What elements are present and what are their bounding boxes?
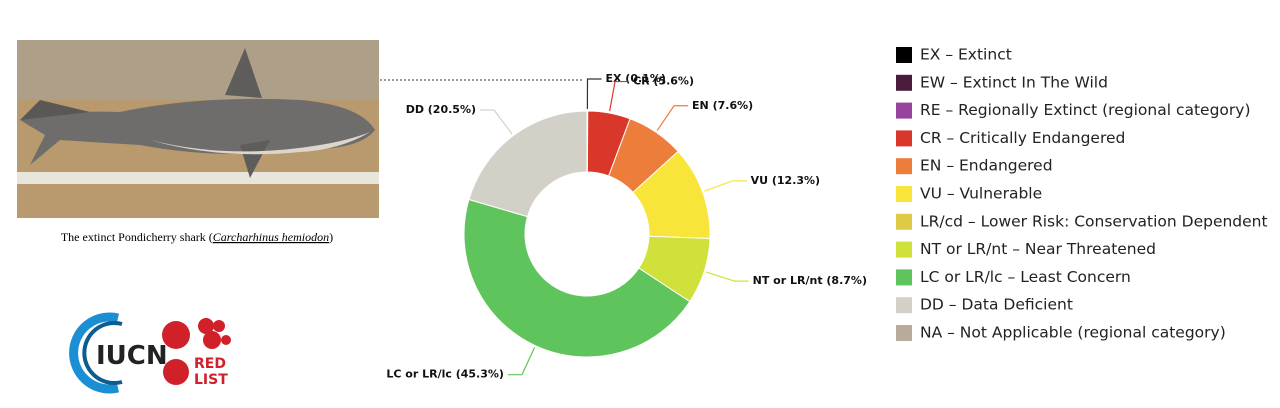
- red-text: RED: [194, 356, 226, 372]
- legend-label: VU – Vulnerable: [920, 185, 1042, 203]
- list-text: LIST: [194, 372, 228, 388]
- legend-label: LR/cd – Lower Risk: Conservation Depende…: [920, 212, 1268, 230]
- caption-end: ): [329, 230, 333, 244]
- slice-label: VU (12.3%): [751, 174, 821, 187]
- legend-swatch: [896, 186, 912, 202]
- leader-line: [609, 80, 630, 112]
- legend-swatch: [896, 269, 912, 286]
- leader-line: [705, 271, 749, 282]
- legend-swatch: [896, 241, 912, 258]
- shark-photo: [17, 40, 379, 218]
- slice: [463, 198, 691, 358]
- legend-label: EN – Endangered: [920, 157, 1053, 175]
- legend-label: EW – Extinct In The Wild: [920, 73, 1108, 91]
- legend-label: NA – Not Applicable (regional category): [920, 324, 1226, 342]
- legend-swatch: [896, 130, 912, 147]
- legend-swatch: [896, 325, 912, 341]
- slice-label: CR (5.6%): [633, 75, 694, 88]
- legend-swatch: [896, 102, 912, 119]
- leader-line: [586, 78, 602, 110]
- leader-line: [656, 105, 689, 131]
- caption-text: The extinct Pondicherry shark (: [61, 230, 213, 244]
- iucn-text: IUCN: [96, 341, 168, 371]
- legend-label: NT or LR/nt – Near Threatened: [920, 240, 1156, 258]
- legend-label: RE – Regionally Extinct (regional catego…: [920, 101, 1251, 119]
- legend-label: DD – Data Deficient: [920, 296, 1073, 314]
- redlist-logo: RED LIST: [162, 318, 231, 388]
- slice-label: EN (7.6%): [692, 99, 753, 112]
- leader-line: [704, 180, 747, 192]
- slice: [468, 110, 588, 218]
- iucn-logo: IUCN: [69, 312, 168, 394]
- slice-label: NT or LR/nt (8.7%): [753, 274, 867, 287]
- photo-caption: The extinct Pondicherry shark (Carcharhi…: [61, 230, 333, 244]
- legend-swatch: [896, 47, 912, 63]
- caption-species: Carcharhinus hemiodon: [213, 230, 329, 244]
- legend-swatch: [896, 297, 912, 314]
- legend-label: EX – Extinct: [920, 46, 1012, 64]
- slice-label: LC or LR/lc (45.3%): [386, 368, 504, 381]
- legend-swatch: [896, 74, 912, 91]
- leader-line: [480, 109, 513, 135]
- legend-label: LC or LR/lc – Least Concern: [920, 268, 1131, 286]
- leader-line: [507, 347, 536, 376]
- legend-swatch: [896, 213, 912, 230]
- slice-label: DD (20.5%): [406, 103, 476, 116]
- legend-swatch: [896, 158, 912, 175]
- legend-label: CR – Critically Endangered: [920, 129, 1125, 147]
